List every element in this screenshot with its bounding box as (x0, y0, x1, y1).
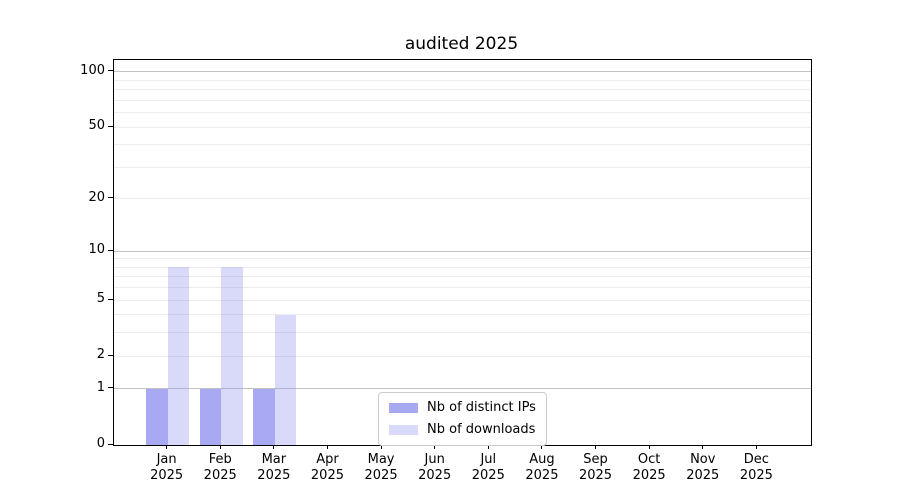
x-tick-label: Dec 2025 (724, 452, 788, 484)
gridline-minor (114, 287, 811, 289)
y-tick-mark (108, 125, 113, 127)
bar-distinct-ips (253, 388, 275, 445)
legend-item-downloads: Nb of downloads (389, 422, 536, 438)
x-tick-label: Jul 2025 (456, 452, 520, 484)
x-tick-month: Aug (529, 452, 555, 467)
gridline-minor (114, 112, 811, 114)
x-tick-year: 2025 (578, 468, 613, 483)
x-tick-label: Aug 2025 (510, 452, 574, 484)
gridline-minor (114, 79, 811, 81)
y-tick-mark (108, 70, 113, 72)
gridline-minor (114, 355, 811, 357)
x-tick-mark (541, 445, 543, 449)
bar-downloads (274, 314, 297, 445)
x-tick-year: 2025 (471, 468, 505, 483)
x-tick-month: Jul (480, 452, 497, 467)
gridline-minor (114, 266, 811, 268)
gridline-minor (114, 126, 811, 128)
x-tick-mark (648, 445, 650, 449)
x-tick-label: Mar 2025 (242, 452, 306, 484)
y-tick-label: 2 (96, 347, 105, 363)
legend-swatch-distinct-ips-icon (389, 403, 418, 413)
y-tick-mark (108, 443, 113, 445)
x-tick-mark (380, 445, 382, 449)
y-tick-label: 1 (96, 379, 105, 395)
gridline-major (114, 71, 811, 73)
x-tick-year: 2025 (739, 468, 773, 483)
y-tick-label: 10 (88, 242, 105, 258)
x-tick-year: 2025 (203, 468, 237, 483)
x-tick-month: Dec (743, 452, 769, 467)
gridline-minor (114, 299, 811, 301)
x-tick-month: Sep (583, 452, 608, 467)
x-tick-mark (755, 445, 757, 449)
y-tick-label: 100 (80, 62, 105, 78)
x-tick-mark (487, 445, 489, 449)
x-tick-month: Jun (424, 452, 445, 467)
y-tick-label: 20 (88, 189, 105, 205)
x-tick-year: 2025 (150, 468, 184, 483)
y-tick-mark (108, 298, 113, 300)
gridline-minor (114, 166, 811, 168)
y-tick-mark (108, 249, 113, 251)
gridline-minor (114, 314, 811, 316)
x-tick-year: 2025 (418, 468, 452, 483)
x-tick-label: Oct 2025 (617, 452, 681, 484)
plot-area (113, 59, 812, 446)
gridline-minor (114, 276, 811, 278)
x-tick-label: Jan 2025 (135, 452, 199, 484)
x-tick-month: Feb (208, 452, 232, 467)
gridline-minor (114, 89, 811, 91)
legend-label-distinct-ips: Nb of distinct IPs (427, 400, 536, 415)
chart-title: audited 2025 (404, 34, 519, 54)
x-tick-label: Jun 2025 (403, 452, 467, 484)
x-tick-year: 2025 (364, 468, 398, 483)
x-tick-year: 2025 (632, 468, 666, 483)
gridline-minor (114, 144, 811, 146)
legend-swatch-downloads-icon (389, 425, 418, 435)
gridline-minor (114, 258, 811, 260)
y-tick-label: 50 (88, 118, 105, 134)
gridline-minor (114, 332, 811, 334)
y-tick-mark (108, 197, 113, 199)
y-tick-mark (108, 354, 113, 356)
gridline-major (114, 250, 811, 252)
bar-downloads (167, 267, 190, 445)
gridline-major (114, 388, 811, 390)
x-tick-mark (166, 445, 168, 449)
x-tick-year: 2025 (525, 468, 559, 483)
y-tick-label: 0 (96, 436, 105, 451)
x-tick-mark (595, 445, 597, 449)
legend-item-distinct-ips: Nb of distinct IPs (389, 400, 536, 416)
x-tick-mark (702, 445, 704, 449)
x-tick-mark (326, 445, 328, 449)
y-tick-label: 5 (96, 291, 105, 307)
x-tick-month: Oct (637, 452, 661, 467)
x-tick-month: Nov (690, 452, 716, 467)
x-tick-month: Mar (261, 452, 287, 467)
x-tick-month: Jan (156, 452, 177, 467)
x-tick-month: May (367, 452, 395, 467)
x-tick-year: 2025 (310, 468, 344, 483)
x-tick-month: Apr (316, 452, 339, 467)
bar-distinct-ips (199, 388, 222, 445)
bar-distinct-ips (146, 388, 168, 445)
x-tick-label: May 2025 (349, 452, 413, 484)
x-tick-label: Apr 2025 (295, 452, 359, 484)
gridline-minor (114, 99, 811, 101)
x-tick-year: 2025 (686, 468, 720, 483)
x-tick-mark (219, 445, 221, 449)
x-tick-mark (434, 445, 436, 449)
x-tick-label: Sep 2025 (564, 452, 628, 484)
x-tick-year: 2025 (257, 468, 291, 483)
gridline-minor (114, 198, 811, 200)
bar-downloads (221, 267, 243, 445)
legend: Nb of distinct IPs Nb of downloads (378, 392, 547, 446)
x-tick-label: Nov 2025 (671, 452, 735, 484)
x-tick-mark (273, 445, 275, 449)
y-tick-mark (108, 387, 113, 389)
x-tick-label: Feb 2025 (188, 452, 252, 484)
legend-label-downloads: Nb of downloads (427, 422, 536, 437)
